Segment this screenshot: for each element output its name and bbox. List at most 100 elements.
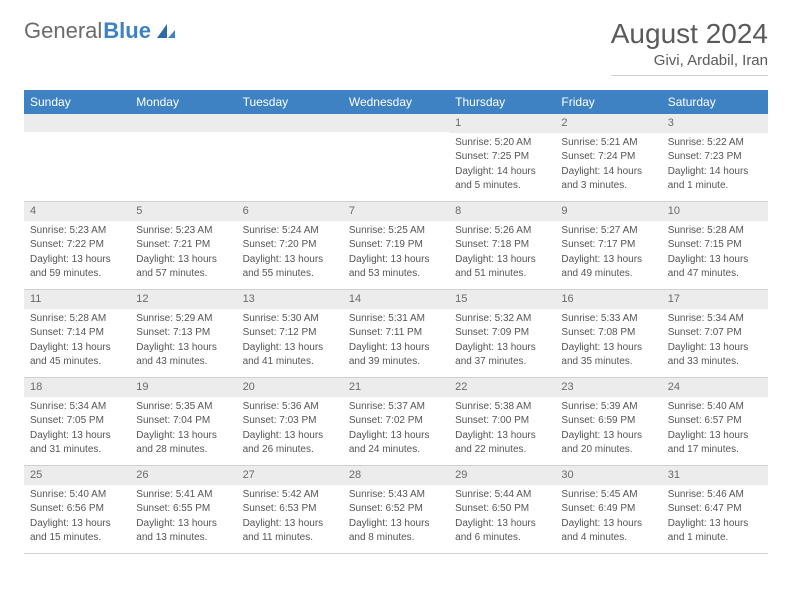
calendar-cell: 5Sunrise: 5:23 AMSunset: 7:21 PMDaylight…	[130, 202, 236, 290]
day-number: 8	[449, 202, 555, 221]
daylight1-text: Daylight: 13 hours	[136, 341, 230, 355]
day-number: 1	[449, 114, 555, 133]
day-info: Sunrise: 5:41 AMSunset: 6:55 PMDaylight:…	[130, 485, 236, 552]
sunset-text: Sunset: 7:24 PM	[561, 150, 655, 164]
sunset-text: Sunset: 7:22 PM	[30, 238, 124, 252]
weekday-header: Saturday	[662, 90, 768, 114]
day-info: Sunrise: 5:40 AMSunset: 6:56 PMDaylight:…	[24, 485, 130, 552]
day-number: 24	[662, 378, 768, 397]
day-number: 18	[24, 378, 130, 397]
daylight1-text: Daylight: 13 hours	[349, 429, 443, 443]
daylight2-text: and 53 minutes.	[349, 267, 443, 281]
day-number	[24, 114, 130, 132]
daylight2-text: and 1 minute.	[668, 531, 762, 545]
sunrise-text: Sunrise: 5:20 AM	[455, 136, 549, 150]
header: GeneralBlue August 2024 Givi, Ardabil, I…	[24, 18, 768, 76]
daylight2-text: and 1 minute.	[668, 179, 762, 193]
calendar-cell: 13Sunrise: 5:30 AMSunset: 7:12 PMDayligh…	[237, 290, 343, 378]
day-number: 29	[449, 466, 555, 485]
day-info: Sunrise: 5:20 AMSunset: 7:25 PMDaylight:…	[449, 133, 555, 200]
daylight1-text: Daylight: 13 hours	[668, 341, 762, 355]
day-info: Sunrise: 5:39 AMSunset: 6:59 PMDaylight:…	[555, 397, 661, 464]
title-block: August 2024 Givi, Ardabil, Iran	[611, 18, 768, 76]
calendar-cell: 31Sunrise: 5:46 AMSunset: 6:47 PMDayligh…	[662, 466, 768, 554]
sunset-text: Sunset: 6:59 PM	[561, 414, 655, 428]
day-number: 5	[130, 202, 236, 221]
daylight2-text: and 39 minutes.	[349, 355, 443, 369]
day-info: Sunrise: 5:46 AMSunset: 6:47 PMDaylight:…	[662, 485, 768, 552]
sunset-text: Sunset: 6:55 PM	[136, 502, 230, 516]
sunset-text: Sunset: 7:12 PM	[243, 326, 337, 340]
daylight2-text: and 24 minutes.	[349, 443, 443, 457]
sunset-text: Sunset: 7:25 PM	[455, 150, 549, 164]
daylight1-text: Daylight: 13 hours	[668, 253, 762, 267]
calendar-cell: 15Sunrise: 5:32 AMSunset: 7:09 PMDayligh…	[449, 290, 555, 378]
daylight2-text: and 11 minutes.	[243, 531, 337, 545]
sunrise-text: Sunrise: 5:32 AM	[455, 312, 549, 326]
daylight2-text: and 57 minutes.	[136, 267, 230, 281]
sunset-text: Sunset: 6:57 PM	[668, 414, 762, 428]
sunrise-text: Sunrise: 5:26 AM	[455, 224, 549, 238]
sunset-text: Sunset: 7:14 PM	[30, 326, 124, 340]
daylight2-text: and 6 minutes.	[455, 531, 549, 545]
calendar-cell: 10Sunrise: 5:28 AMSunset: 7:15 PMDayligh…	[662, 202, 768, 290]
sunrise-text: Sunrise: 5:43 AM	[349, 488, 443, 502]
day-number: 11	[24, 290, 130, 309]
day-info: Sunrise: 5:40 AMSunset: 6:57 PMDaylight:…	[662, 397, 768, 464]
day-info: Sunrise: 5:44 AMSunset: 6:50 PMDaylight:…	[449, 485, 555, 552]
daylight1-text: Daylight: 14 hours	[455, 165, 549, 179]
day-number: 28	[343, 466, 449, 485]
day-info: Sunrise: 5:21 AMSunset: 7:24 PMDaylight:…	[555, 133, 661, 200]
calendar-cell: 4 Sunrise: 5:23 AMSunset: 7:22 PMDaylight…	[24, 202, 130, 290]
sunset-text: Sunset: 7:13 PM	[136, 326, 230, 340]
day-number: 3	[662, 114, 768, 133]
day-info: Sunrise: 5:22 AMSunset: 7:23 PMDaylight:…	[662, 133, 768, 200]
day-info: Sunrise: 5:26 AMSunset: 7:18 PMDaylight:…	[449, 221, 555, 288]
daylight1-text: Daylight: 13 hours	[349, 253, 443, 267]
sunrise-text: Sunrise: 5:23 AM	[30, 224, 124, 238]
sunset-text: Sunset: 7:03 PM	[243, 414, 337, 428]
daylight2-text: and 22 minutes.	[455, 443, 549, 457]
day-number: 27	[237, 466, 343, 485]
daylight1-text: Daylight: 13 hours	[455, 517, 549, 531]
day-info: Sunrise: 5:34 AMSunset: 7:05 PMDaylight:…	[24, 397, 130, 464]
daylight2-text: and 17 minutes.	[668, 443, 762, 457]
calendar-header-row: Sunday Monday Tuesday Wednesday Thursday…	[24, 90, 768, 114]
calendar-cell: 16Sunrise: 5:33 AMSunset: 7:08 PMDayligh…	[555, 290, 661, 378]
calendar: Sunday Monday Tuesday Wednesday Thursday…	[24, 90, 768, 554]
daylight1-text: Daylight: 13 hours	[349, 341, 443, 355]
day-number: 31	[662, 466, 768, 485]
calendar-cell	[24, 114, 130, 202]
daylight2-text: and 26 minutes.	[243, 443, 337, 457]
day-number: 22	[449, 378, 555, 397]
daylight1-text: Daylight: 14 hours	[668, 165, 762, 179]
day-number: 2	[555, 114, 661, 133]
sunset-text: Sunset: 7:02 PM	[349, 414, 443, 428]
daylight1-text: Daylight: 13 hours	[30, 253, 124, 267]
day-info: Sunrise: 5:43 AMSunset: 6:52 PMDaylight:…	[343, 485, 449, 552]
sunrise-text: Sunrise: 5:27 AM	[561, 224, 655, 238]
weekday-header: Friday	[555, 90, 661, 114]
daylight2-text: and 15 minutes.	[30, 531, 124, 545]
day-number: 13	[237, 290, 343, 309]
calendar-cell: 2Sunrise: 5:21 AMSunset: 7:24 PMDaylight…	[555, 114, 661, 202]
calendar-cell: 18Sunrise: 5:34 AMSunset: 7:05 PMDayligh…	[24, 378, 130, 466]
daylight2-text: and 5 minutes.	[455, 179, 549, 193]
daylight2-text: and 43 minutes.	[136, 355, 230, 369]
day-number: 30	[555, 466, 661, 485]
calendar-cell: 24Sunrise: 5:40 AMSunset: 6:57 PMDayligh…	[662, 378, 768, 466]
weekday-header: Wednesday	[343, 90, 449, 114]
day-number	[237, 114, 343, 132]
daylight2-text: and 4 minutes.	[561, 531, 655, 545]
calendar-cell: 17Sunrise: 5:34 AMSunset: 7:07 PMDayligh…	[662, 290, 768, 378]
day-number: 4	[24, 202, 130, 221]
daylight2-text: and 37 minutes.	[455, 355, 549, 369]
day-number: 9	[555, 202, 661, 221]
daylight2-text: and 59 minutes.	[30, 267, 124, 281]
sunset-text: Sunset: 7:15 PM	[668, 238, 762, 252]
day-number: 19	[130, 378, 236, 397]
calendar-cell: 6Sunrise: 5:24 AMSunset: 7:20 PMDaylight…	[237, 202, 343, 290]
sunrise-text: Sunrise: 5:45 AM	[561, 488, 655, 502]
daylight1-text: Daylight: 13 hours	[136, 253, 230, 267]
sunrise-text: Sunrise: 5:46 AM	[668, 488, 762, 502]
